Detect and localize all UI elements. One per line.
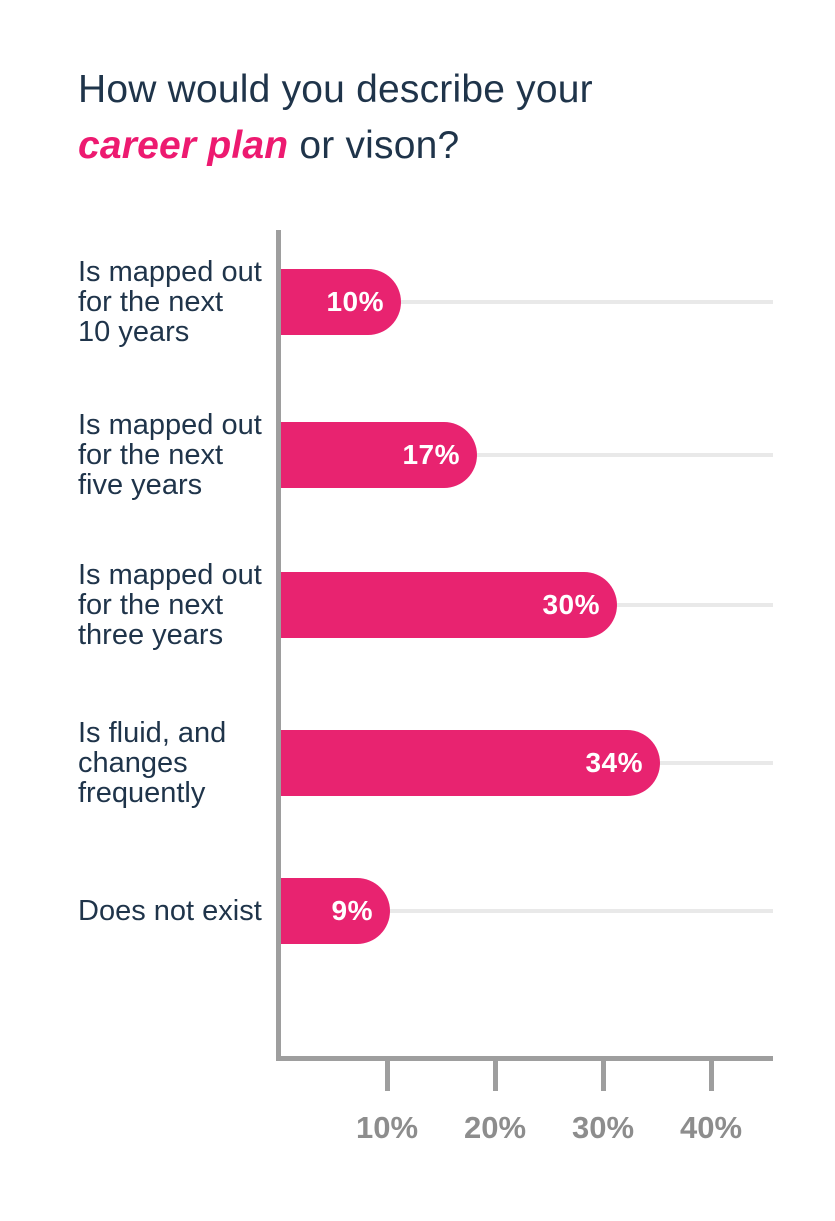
x-axis-line bbox=[276, 1056, 773, 1061]
title-highlight: career plan bbox=[78, 124, 289, 167]
bar-value-label: 9% bbox=[331, 895, 373, 926]
category-label-line: Is mapped out bbox=[78, 559, 262, 591]
bar-5: 9% bbox=[281, 878, 390, 944]
x-axis-tick bbox=[493, 1061, 498, 1091]
title-line-2: career plan or vison? bbox=[78, 118, 593, 174]
row-gridline bbox=[281, 453, 773, 457]
row-gridline bbox=[281, 300, 773, 304]
bar-value-label: 17% bbox=[402, 439, 460, 470]
category-label-line: frequently bbox=[78, 777, 206, 809]
x-axis-tick bbox=[709, 1061, 714, 1091]
bar-value-label: 30% bbox=[542, 589, 600, 620]
category-label-line: for the next bbox=[78, 439, 224, 471]
category-label: Is mapped out for the next three years bbox=[78, 560, 273, 650]
y-axis-line bbox=[276, 230, 281, 1061]
bar-value-label: 10% bbox=[326, 286, 384, 317]
category-label: Does not exist bbox=[78, 896, 273, 926]
category-label-line: for the next bbox=[78, 589, 224, 621]
x-axis-tick bbox=[385, 1061, 390, 1091]
category-label-line: changes bbox=[78, 747, 188, 779]
category-label-line: three years bbox=[78, 619, 224, 651]
category-label: Is mapped out for the next 10 years bbox=[78, 257, 273, 347]
bar-value-label: 34% bbox=[585, 747, 643, 778]
x-axis-tick bbox=[601, 1061, 606, 1091]
x-axis-tick-label: 40% bbox=[679, 1110, 743, 1145]
bar-2: 17% bbox=[281, 422, 477, 488]
category-label-line: Is mapped out bbox=[78, 256, 262, 288]
category-label: Is fluid, and changes frequently bbox=[78, 718, 273, 808]
x-axis-tick-label: 20% bbox=[463, 1110, 527, 1145]
category-label-line: Is mapped out bbox=[78, 409, 262, 441]
bar-1: 10% bbox=[281, 269, 401, 335]
category-label-line: Is fluid, and bbox=[78, 717, 227, 749]
category-label-line: 10 years bbox=[78, 316, 190, 348]
chart-title: How would you describe your career plan … bbox=[78, 62, 593, 174]
x-axis-tick-label: 30% bbox=[571, 1110, 635, 1145]
x-axis-tick-label: 10% bbox=[355, 1110, 419, 1145]
category-label-line: for the next bbox=[78, 286, 224, 318]
bar-3: 30% bbox=[281, 572, 617, 638]
title-line-1: How would you describe your bbox=[78, 68, 593, 111]
category-label-line: Does not exist bbox=[78, 895, 262, 927]
category-label-line: five years bbox=[78, 469, 203, 501]
title-line-2-rest: or vison? bbox=[288, 124, 460, 167]
row-gridline bbox=[281, 909, 773, 913]
bar-4: 34% bbox=[281, 730, 660, 796]
category-label: Is mapped out for the next five years bbox=[78, 410, 273, 500]
